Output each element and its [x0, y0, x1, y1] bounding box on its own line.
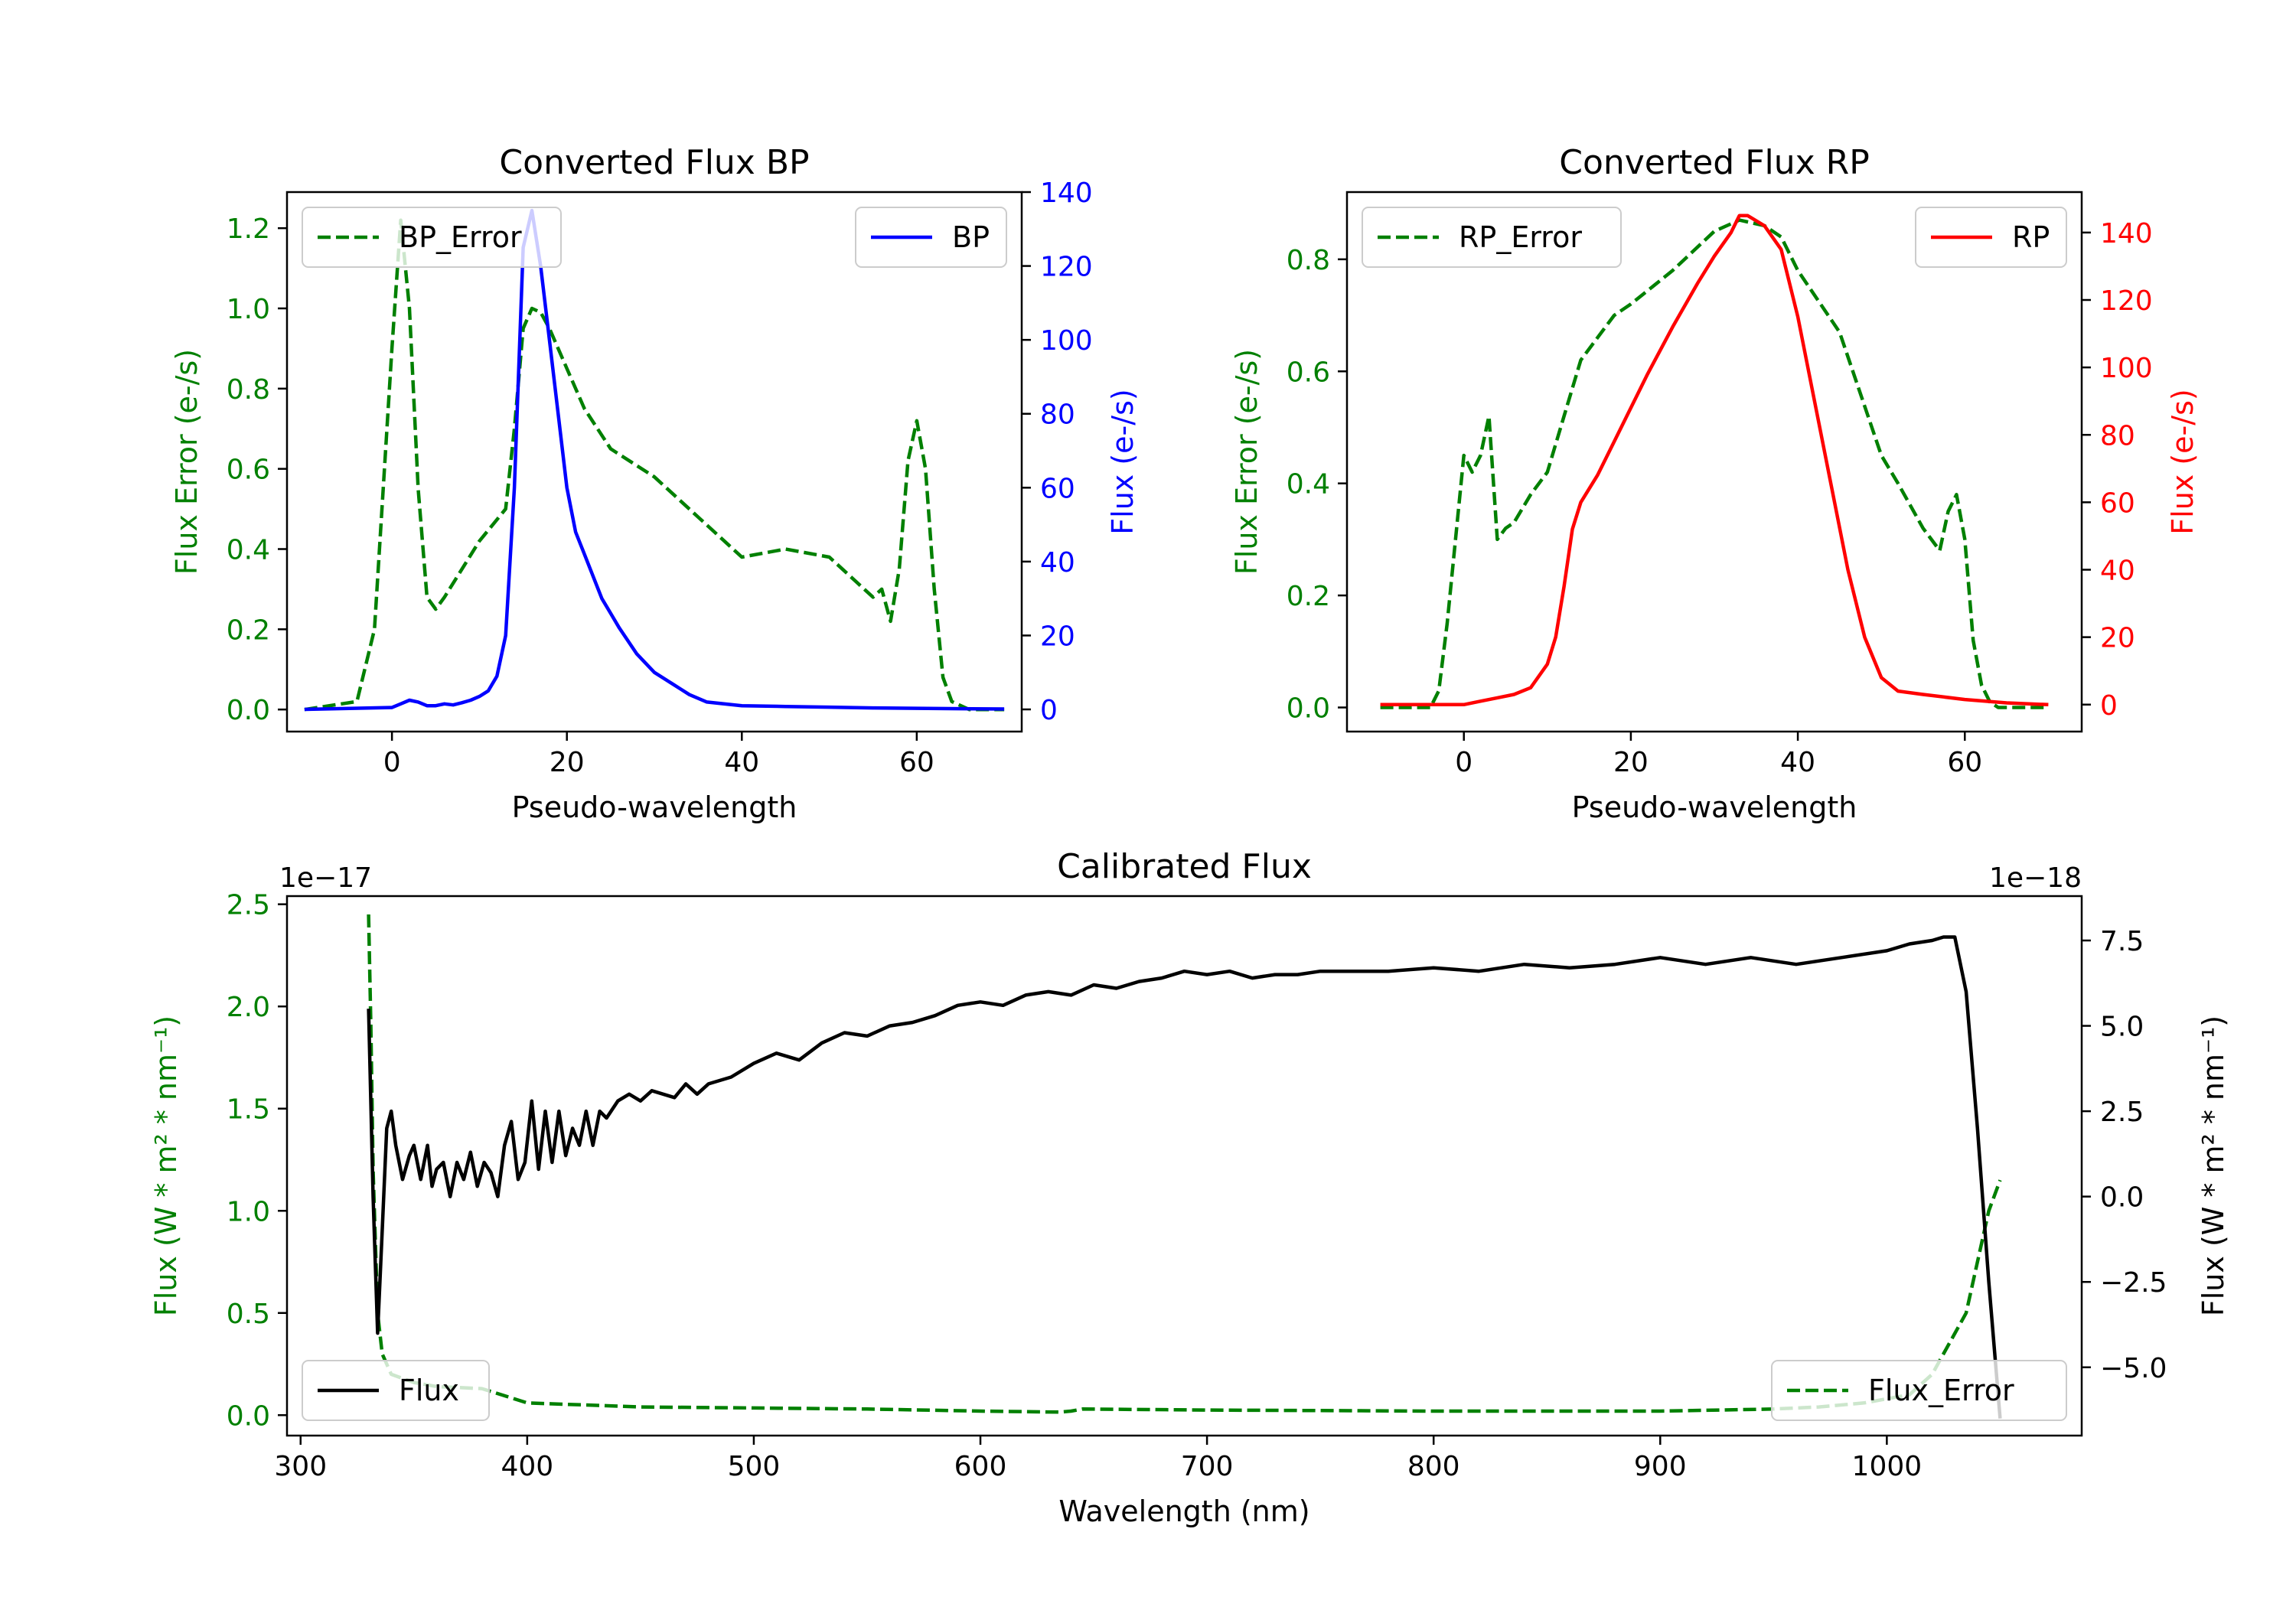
- x-tick-label: 0: [383, 747, 401, 778]
- y-left-tick-label: 0.2: [227, 614, 270, 646]
- y-right-tick-label: 2.5: [2100, 1097, 2144, 1128]
- legend-label: BP: [952, 220, 990, 254]
- y-left-tick-label: 1.0: [227, 294, 270, 325]
- y-right-tick-label: 140: [1040, 178, 1093, 209]
- legend-rp: RP: [1915, 207, 2067, 268]
- chart-title: Converted Flux BP: [499, 143, 809, 182]
- x-tick-label: 60: [899, 747, 934, 778]
- y-left-tick-label: 0.4: [227, 535, 270, 566]
- series-line-bp-error: [304, 218, 1005, 712]
- x-tick-label: 40: [1780, 747, 1815, 778]
- x-tick-label: 300: [274, 1451, 327, 1482]
- y-right-tick-label: 80: [2100, 420, 2135, 451]
- x-tick-label: 600: [954, 1451, 1007, 1482]
- y-right-tick-label: 0.0: [2100, 1182, 2144, 1214]
- x-tick-label: 400: [501, 1451, 553, 1482]
- y-right-axis-label: Flux (e-/s): [2166, 389, 2200, 534]
- charts-layer: 0 20 40 60 0.0 0.2 0.4 0.6 0.8 1.0 1.2 0 20 40 60 80 100…: [149, 143, 2230, 1528]
- y-right-tick-label: 0: [2100, 690, 2118, 722]
- x-tick-label: 700: [1181, 1451, 1234, 1482]
- y-right-tick-label: 40: [2100, 556, 2135, 587]
- y-left-axis-label: Flux Error (e-/s): [170, 349, 204, 575]
- y-right-tick-label: 0: [1040, 695, 1058, 726]
- x-axis-label: Pseudo-wavelength: [512, 790, 797, 824]
- y-right-tick-label: −5.0: [2100, 1353, 2167, 1384]
- x-tick-label: 1000: [1852, 1451, 1923, 1482]
- y-right-axis-label: Flux (W * m² * nm⁻¹): [2197, 1015, 2230, 1316]
- legend-rp-error: RP_Error: [1362, 207, 1622, 268]
- y-left-offset-text: 1e−17: [279, 862, 372, 894]
- legend-flux: Flux: [302, 1360, 490, 1421]
- chart-1: 0 20 40 60 0.0 0.2 0.4 0.6 0.8 1.0 1.2 0 20 40 60 80 100…: [170, 143, 1140, 824]
- legend-bp: BP: [855, 207, 1007, 268]
- legend-label: RP: [2012, 220, 2050, 254]
- chart-2: 0 20 40 60 0.0 0.2 0.4 0.6 0.8 0 20 40 60 80 100 120 140…: [1230, 143, 2200, 824]
- legend-box: [1771, 1360, 2067, 1421]
- y-left-tick-label: 0.8: [1287, 245, 1330, 276]
- legend-label: Flux: [399, 1374, 459, 1407]
- legend-flux-error: Flux_Error: [1771, 1360, 2067, 1421]
- legend-label: BP_Error: [399, 220, 522, 254]
- x-tick-label: 20: [1613, 747, 1649, 778]
- y-right-tick-label: 100: [1040, 325, 1093, 357]
- y-left-axis-label: Flux Error (e-/s): [1230, 349, 1264, 575]
- y-right-tick-label: 60: [1040, 473, 1075, 504]
- y-left-tick-label: 2.5: [227, 890, 270, 921]
- legend-label: RP_Error: [1459, 220, 1582, 254]
- chart-title: Calibrated Flux: [1057, 847, 1312, 886]
- x-tick-label: 20: [550, 747, 585, 778]
- y-left-tick-label: 0.0: [227, 695, 270, 726]
- x-tick-label: 0: [1455, 747, 1473, 778]
- y-right-tick-label: 60: [2100, 487, 2135, 519]
- chart-3: 300 400 500 600 700 800 900 1000 0.0 0.5 1.0 1.5 2.0…: [149, 847, 2230, 1528]
- y-left-tick-label: 0.2: [1287, 581, 1330, 612]
- legend-bp-error: BP_Error: [302, 207, 562, 268]
- chart-title: Converted Flux RP: [1559, 143, 1870, 182]
- y-left-tick-label: 0.6: [227, 455, 270, 486]
- axes-frame: [285, 191, 1023, 733]
- y-left-tick-label: 0.4: [1287, 469, 1330, 500]
- y-left-tick-label: 1.5: [227, 1094, 270, 1126]
- series-line-rp: [1380, 214, 2049, 707]
- y-left-tick-label: 1.0: [227, 1196, 270, 1227]
- y-left-tick-label: 0.0: [227, 1400, 270, 1432]
- y-right-tick-label: 80: [1040, 399, 1075, 431]
- y-right-tick-label: 100: [2100, 353, 2153, 384]
- y-right-tick-label: 20: [1040, 621, 1075, 652]
- series-line-bp: [304, 208, 1005, 712]
- axes-frame: [285, 895, 2083, 1437]
- y-right-tick-label: 140: [2100, 218, 2153, 249]
- y-left-tick-label: 1.2: [227, 214, 270, 245]
- legend-box: [302, 1360, 490, 1421]
- y-left-tick-label: 0.8: [227, 374, 270, 406]
- y-right-tick-label: 120: [2100, 285, 2153, 317]
- y-left-tick-label: 2.0: [227, 992, 270, 1023]
- y-left-tick-label: 0.5: [227, 1299, 270, 1330]
- y-right-tick-label: 7.5: [2100, 926, 2144, 957]
- series-line-flux: [367, 935, 2002, 1419]
- y-left-tick-label: 0.0: [1287, 693, 1330, 725]
- x-axis-label: Pseudo-wavelength: [1572, 790, 1857, 824]
- y-right-tick-label: 5.0: [2100, 1012, 2144, 1043]
- series-line-rp-error: [1380, 218, 2049, 709]
- x-axis-label: Wavelength (nm): [1058, 1495, 1309, 1528]
- legend-box: [1362, 207, 1622, 268]
- y-right-tick-label: 40: [1040, 547, 1075, 579]
- y-right-tick-label: 20: [2100, 623, 2135, 654]
- y-left-axis-label: Flux (W * m² * nm⁻¹): [149, 1015, 183, 1316]
- x-tick-label: 900: [1634, 1451, 1687, 1482]
- x-tick-label: 40: [724, 747, 759, 778]
- legend-label: Flux_Error: [1868, 1374, 2014, 1407]
- legend-box: [302, 207, 562, 268]
- y-right-tick-label: 120: [1040, 252, 1093, 283]
- y-right-tick-label: −2.5: [2100, 1267, 2167, 1299]
- x-tick-label: 500: [728, 1451, 781, 1482]
- axes-frame: [1345, 191, 2083, 733]
- y-right-offset-text: 1e−18: [1989, 862, 2082, 894]
- x-tick-label: 60: [1947, 747, 1982, 778]
- y-right-axis-label: Flux (e-/s): [1106, 389, 1140, 534]
- x-tick-label: 800: [1407, 1451, 1460, 1482]
- y-left-tick-label: 0.6: [1287, 357, 1330, 388]
